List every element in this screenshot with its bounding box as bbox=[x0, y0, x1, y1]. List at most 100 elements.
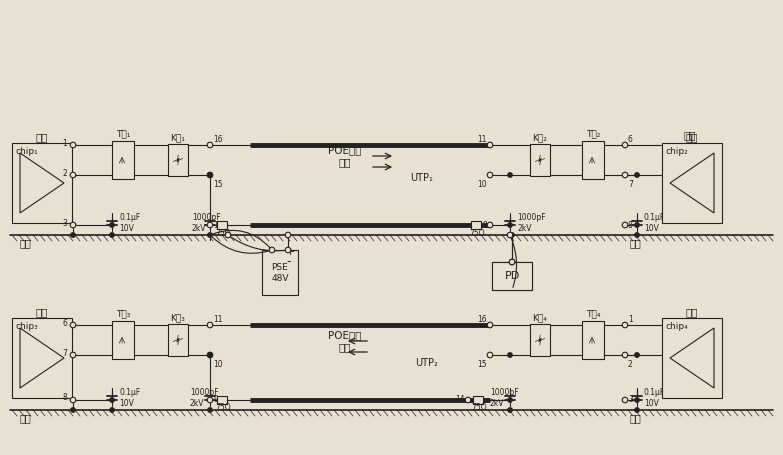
Text: 10: 10 bbox=[213, 360, 222, 369]
Circle shape bbox=[110, 408, 114, 412]
Text: 3: 3 bbox=[62, 218, 67, 228]
Text: 16: 16 bbox=[213, 136, 222, 145]
Circle shape bbox=[507, 232, 513, 238]
Text: 乙地: 乙地 bbox=[686, 132, 698, 142]
Text: chip₃: chip₃ bbox=[16, 322, 38, 331]
Text: 甲地: 甲地 bbox=[36, 307, 49, 317]
Text: 8: 8 bbox=[628, 221, 633, 229]
Text: 乙地: 乙地 bbox=[684, 130, 696, 140]
Text: 15: 15 bbox=[478, 360, 487, 369]
Circle shape bbox=[622, 222, 628, 228]
Circle shape bbox=[508, 233, 512, 237]
Bar bbox=[492, 262, 532, 290]
Bar bbox=[112, 321, 134, 359]
Bar bbox=[530, 324, 550, 356]
Circle shape bbox=[487, 172, 493, 178]
Text: 1: 1 bbox=[628, 315, 633, 324]
Text: T件₃: T件₃ bbox=[116, 309, 130, 318]
Text: +: + bbox=[286, 247, 295, 257]
Text: POE电流: POE电流 bbox=[328, 330, 362, 340]
Circle shape bbox=[70, 222, 76, 228]
Text: 地线: 地线 bbox=[630, 238, 642, 248]
Circle shape bbox=[509, 259, 514, 265]
Circle shape bbox=[207, 142, 213, 148]
Bar bbox=[217, 396, 227, 404]
Circle shape bbox=[285, 247, 290, 253]
Text: 14: 14 bbox=[213, 221, 222, 229]
Text: 地线: 地线 bbox=[20, 238, 32, 248]
Bar bbox=[662, 143, 722, 223]
Text: 0.1μF
10V: 0.1μF 10V bbox=[644, 213, 666, 233]
Circle shape bbox=[207, 233, 212, 237]
Circle shape bbox=[207, 322, 213, 328]
Circle shape bbox=[207, 408, 212, 412]
Circle shape bbox=[487, 142, 493, 148]
Circle shape bbox=[635, 353, 639, 357]
Bar bbox=[217, 221, 227, 229]
Text: POE电流: POE电流 bbox=[328, 145, 362, 155]
Text: 2: 2 bbox=[628, 360, 633, 369]
Text: 1000pF
2kV: 1000pF 2kV bbox=[190, 388, 218, 408]
Circle shape bbox=[635, 223, 639, 227]
Text: 流向: 流向 bbox=[339, 342, 352, 352]
Text: UTP₁: UTP₁ bbox=[410, 173, 433, 183]
Circle shape bbox=[508, 398, 512, 402]
Text: PD: PD bbox=[504, 271, 520, 281]
Circle shape bbox=[110, 223, 114, 227]
Text: 地线: 地线 bbox=[630, 413, 642, 423]
Circle shape bbox=[622, 322, 628, 328]
Bar bbox=[473, 396, 483, 404]
Text: K件₁: K件₁ bbox=[171, 133, 186, 142]
Circle shape bbox=[70, 352, 76, 358]
Text: 0.1μF
10V: 0.1μF 10V bbox=[119, 213, 140, 233]
Circle shape bbox=[465, 397, 471, 403]
Text: K件₂: K件₂ bbox=[532, 133, 547, 142]
Text: K件₃: K件₃ bbox=[171, 313, 186, 323]
Circle shape bbox=[508, 408, 512, 412]
Text: 1: 1 bbox=[63, 138, 67, 147]
Bar bbox=[168, 324, 188, 356]
Text: 甲地: 甲地 bbox=[36, 132, 49, 142]
Text: 7: 7 bbox=[628, 180, 633, 189]
Text: 6: 6 bbox=[62, 318, 67, 328]
Circle shape bbox=[635, 398, 639, 402]
Circle shape bbox=[508, 223, 512, 227]
Circle shape bbox=[635, 173, 639, 177]
Text: PSE
48V: PSE 48V bbox=[271, 263, 289, 283]
Text: 75Ω: 75Ω bbox=[215, 228, 231, 238]
Text: 16: 16 bbox=[478, 315, 487, 324]
Circle shape bbox=[207, 173, 212, 177]
Text: chip₄: chip₄ bbox=[666, 322, 689, 331]
Circle shape bbox=[509, 259, 514, 265]
Text: T件₁: T件₁ bbox=[116, 130, 130, 138]
Bar bbox=[168, 144, 188, 176]
Circle shape bbox=[269, 247, 275, 253]
Text: UTP₂: UTP₂ bbox=[415, 358, 438, 368]
Text: 0.1μF
10V: 0.1μF 10V bbox=[644, 388, 666, 408]
Bar bbox=[582, 321, 604, 359]
Circle shape bbox=[487, 322, 493, 328]
Circle shape bbox=[110, 233, 114, 237]
Circle shape bbox=[70, 322, 76, 328]
Text: chip₁: chip₁ bbox=[16, 147, 38, 156]
Bar bbox=[12, 143, 72, 223]
Circle shape bbox=[207, 172, 213, 178]
Text: 9: 9 bbox=[482, 221, 487, 229]
Text: 2: 2 bbox=[63, 168, 67, 177]
Circle shape bbox=[487, 352, 493, 358]
Text: 11: 11 bbox=[478, 136, 487, 145]
Bar bbox=[12, 318, 72, 398]
Text: T件₄: T件₄ bbox=[586, 309, 601, 318]
Text: 75Ω: 75Ω bbox=[469, 228, 485, 238]
Text: 乙地: 乙地 bbox=[686, 307, 698, 317]
Text: 6: 6 bbox=[628, 136, 633, 145]
Circle shape bbox=[285, 232, 290, 238]
Text: 8: 8 bbox=[63, 394, 67, 403]
Circle shape bbox=[110, 398, 114, 402]
Circle shape bbox=[508, 173, 512, 177]
Text: 1000pF
2kV: 1000pF 2kV bbox=[192, 213, 221, 233]
Circle shape bbox=[622, 397, 628, 403]
Circle shape bbox=[207, 222, 213, 228]
Circle shape bbox=[70, 233, 75, 237]
Text: 地线: 地线 bbox=[20, 413, 32, 423]
